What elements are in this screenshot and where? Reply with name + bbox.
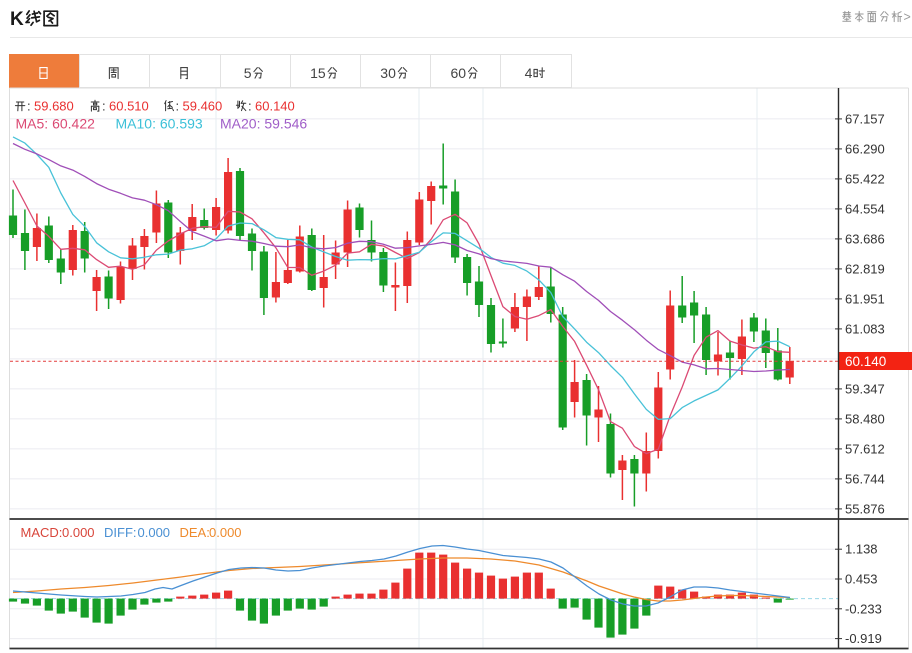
svg-text:0.000: 0.000 <box>62 525 95 540</box>
svg-text:62.819: 62.819 <box>845 261 885 276</box>
svg-text:MA20: 59.546: MA20: 59.546 <box>220 116 307 132</box>
svg-text::: : <box>27 99 31 114</box>
svg-text:0.000: 0.000 <box>209 525 242 540</box>
svg-text:67.157: 67.157 <box>845 111 885 126</box>
svg-text:-0.919: -0.919 <box>845 631 882 646</box>
svg-text:0.000: 0.000 <box>138 525 171 540</box>
svg-text:-0.233: -0.233 <box>845 601 882 616</box>
svg-text::: : <box>102 99 106 114</box>
svg-text:DEA:: DEA: <box>180 525 210 540</box>
svg-text:58.480: 58.480 <box>845 411 885 426</box>
svg-text:61.951: 61.951 <box>845 291 885 306</box>
svg-text:56.744: 56.744 <box>845 471 885 486</box>
svg-text:66.290: 66.290 <box>845 141 885 156</box>
svg-text:30: 30 <box>380 65 396 81</box>
svg-text:60: 60 <box>451 65 467 81</box>
svg-text:>: > <box>904 10 911 24</box>
svg-text:K: K <box>10 9 24 30</box>
svg-text:61.083: 61.083 <box>845 321 885 336</box>
svg-text:63.686: 63.686 <box>845 231 885 246</box>
svg-text:60.140: 60.140 <box>845 354 886 369</box>
svg-text:59.460: 59.460 <box>183 99 223 114</box>
svg-text:60.140: 60.140 <box>255 99 295 114</box>
svg-text:57.612: 57.612 <box>845 441 885 456</box>
svg-text:DIFF:: DIFF: <box>104 525 137 540</box>
svg-text:MA5: 60.422: MA5: 60.422 <box>16 116 96 132</box>
svg-text:60.510: 60.510 <box>109 99 149 114</box>
svg-text:59.680: 59.680 <box>34 99 74 114</box>
svg-text:59.347: 59.347 <box>845 381 885 396</box>
svg-text:MACD:: MACD: <box>21 525 63 540</box>
svg-text:5: 5 <box>244 65 252 81</box>
svg-text:MA10: 60.593: MA10: 60.593 <box>116 116 203 132</box>
svg-text::: : <box>248 99 252 114</box>
svg-text:55.876: 55.876 <box>845 501 885 516</box>
svg-text:65.422: 65.422 <box>845 171 885 186</box>
svg-text:64.554: 64.554 <box>845 201 885 216</box>
svg-text::: : <box>176 99 180 114</box>
svg-text:4: 4 <box>525 65 533 81</box>
svg-text:1.138: 1.138 <box>845 542 878 557</box>
svg-text:0.453: 0.453 <box>845 572 878 587</box>
svg-text:15: 15 <box>310 65 326 81</box>
